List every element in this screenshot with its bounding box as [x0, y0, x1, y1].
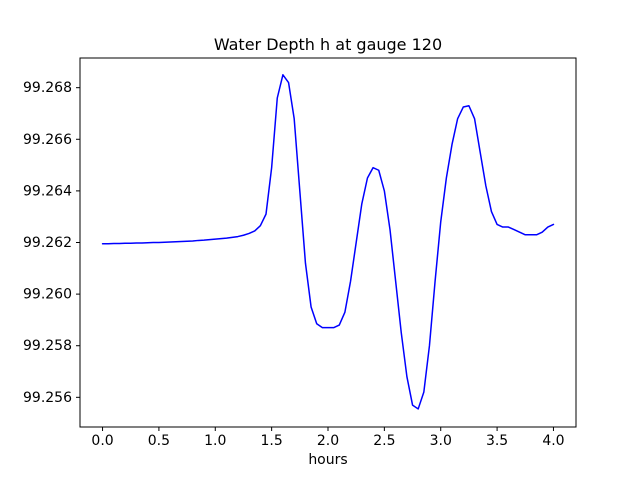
x-tick-label: 3.0: [430, 433, 452, 449]
x-tick-label: 2.5: [373, 433, 395, 449]
y-tick-label: 99.262: [23, 235, 72, 251]
y-tick-label: 99.258: [23, 338, 72, 354]
x-tick-label: 1.5: [261, 433, 283, 449]
x-tick-label: 0.5: [148, 433, 170, 449]
y-tick-label: 99.256: [23, 390, 72, 406]
x-tick-label: 2.0: [317, 433, 339, 449]
y-tick-label: 99.264: [23, 183, 72, 199]
y-axis-ticks: 99.256 99.258 99.260 99.262 99.264 99.266 99.2…: [23, 80, 80, 406]
x-tick-label: 4.0: [542, 433, 564, 449]
chart-title: Water Depth h at gauge 120: [214, 35, 442, 54]
data-series-line: [101, 74, 555, 410]
x-axis-ticks: 0.0 0.5 1.0 1.5 2.0 2.5 3.0 3.5 4.0: [91, 427, 565, 449]
water-depth-line: [101, 74, 555, 410]
y-tick-label: 99.260: [23, 287, 72, 303]
x-tick-label: 0.0: [91, 433, 113, 449]
x-tick-label: 1.0: [204, 433, 226, 449]
x-tick-label: 3.5: [486, 433, 508, 449]
y-tick-label: 99.268: [23, 80, 72, 96]
y-tick-label: 99.266: [23, 132, 72, 148]
x-axis-label: hours: [308, 452, 347, 468]
